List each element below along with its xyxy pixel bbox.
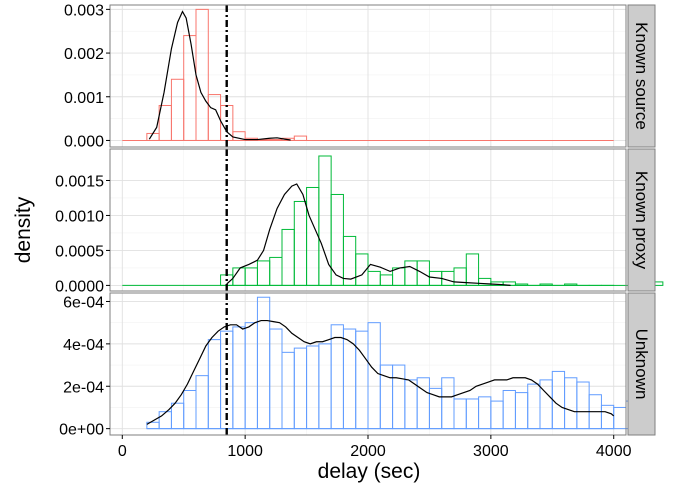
y-tick-label: 0.0000 [55, 278, 104, 295]
density-curve [148, 10, 291, 141]
y-axis-title: density [12, 196, 35, 263]
y-tick-label: 0.0005 [55, 243, 104, 260]
x-tick-label: 3000 [473, 443, 509, 460]
x-axis-title: delay (sec) [318, 460, 421, 483]
y-tick-label: 0.000 [64, 133, 104, 150]
y-tick-label: 2e-04 [63, 379, 104, 396]
density-curve [146, 319, 615, 425]
panel-2: 0e+00 2e-04 4e-04 6e-04 Unknown [59, 292, 656, 439]
x-tick-label: 2000 [350, 443, 386, 460]
y-tick-label: 4e-04 [63, 337, 104, 354]
y-tick-label: 0.0010 [55, 208, 104, 225]
y-tick-label: 0e+00 [59, 422, 104, 439]
y-tick-label: 0.001 [64, 90, 104, 107]
x-tick-label: 4000 [596, 443, 632, 460]
facet-strip [627, 292, 656, 436]
y-tick-label: 6e-04 [63, 294, 104, 311]
x-tick-label: 0 [118, 443, 127, 460]
facet-strip-label: Known proxy [632, 171, 651, 270]
facet-strip [627, 4, 656, 148]
y-tick-label: 0.003 [64, 2, 104, 19]
x-axis: 0 1000 2000 3000 4000 [118, 435, 632, 460]
facet-strip-label: Unknown [632, 329, 651, 400]
x-tick-label: 1000 [227, 443, 263, 460]
panel-border [109, 4, 627, 148]
facet-strip [627, 148, 656, 292]
y-tick-label: 0.0015 [55, 173, 104, 190]
panel-1: 0.0000 0.0005 0.0010 0.0015 Known proxy [55, 148, 664, 295]
facet-strip-label: Known source [632, 22, 651, 130]
panel-border [109, 148, 627, 292]
density-curve [226, 183, 511, 286]
y-tick-label: 0.002 [64, 46, 104, 63]
panel-0: 0.000 0.001 0.002 0.003 Known source [64, 2, 656, 150]
